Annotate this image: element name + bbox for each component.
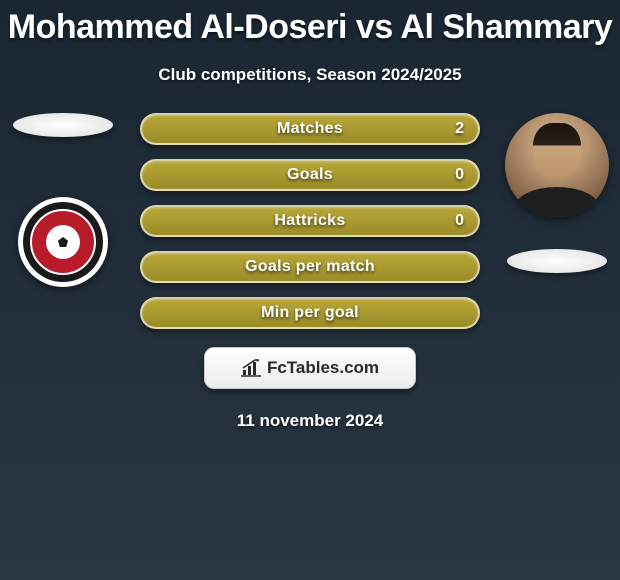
stat-right-value: 0 [455,212,464,230]
stat-rows: Matches 2 Goals 0 Hattricks 0 Goals per … [140,113,480,329]
page-title: Mohammed Al-Doseri vs Al Shammary [0,0,620,47]
date-text: 11 november 2024 [0,411,620,431]
stat-bar-matches: Matches 2 [140,113,480,145]
alraed-badge-icon [23,202,103,282]
stat-label: Goals per match [245,258,375,276]
chart-icon [241,359,261,377]
stat-label: Matches [277,120,343,138]
comparison-content: Matches 2 Goals 0 Hattricks 0 Goals per … [0,113,620,431]
stat-right-value: 2 [455,120,464,138]
stat-bar-min-per-goal: Min per goal [140,297,480,329]
right-club-placeholder [507,249,607,273]
stat-label: Goals [287,166,333,184]
stat-right-value: 0 [455,166,464,184]
stat-bar-goals: Goals 0 [140,159,480,191]
left-player-placeholder [13,113,113,137]
stat-bar-hattricks: Hattricks 0 [140,205,480,237]
page-subtitle: Club competitions, Season 2024/2025 [0,65,620,85]
stat-label: Hattricks [274,212,345,230]
brand-box: FcTables.com [204,347,416,389]
right-column [502,113,612,273]
left-column [8,113,118,287]
stat-bar-goals-per-match: Goals per match [140,251,480,283]
left-club-badge [18,197,108,287]
stat-label: Min per goal [261,304,359,322]
brand-label: FcTables.com [267,358,379,378]
right-player-photo [505,113,609,217]
